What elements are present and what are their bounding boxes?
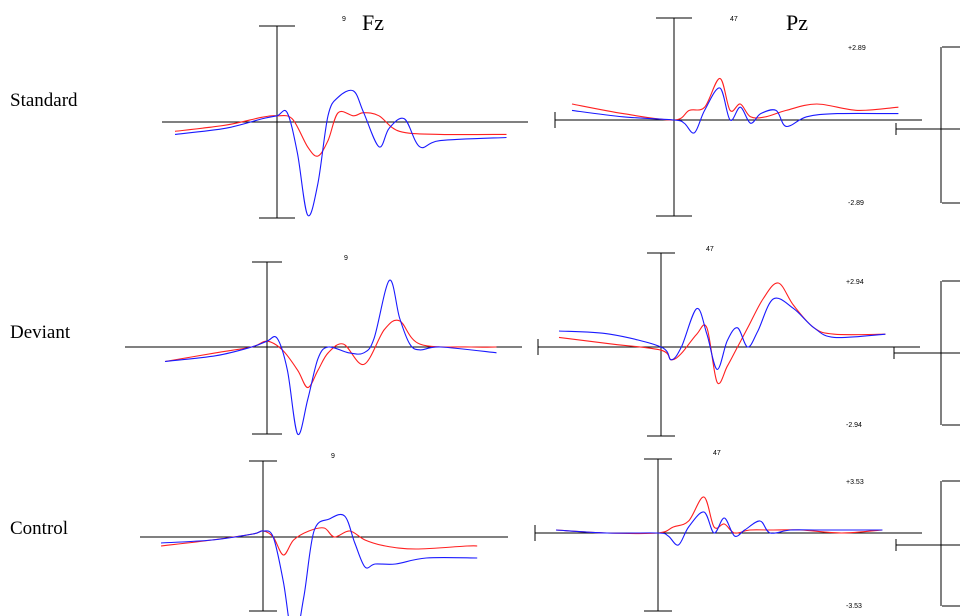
electrode-number: 9 xyxy=(342,16,346,23)
erp-panel-fz-standard: 9 xyxy=(162,16,528,219)
scale-label-negative: -3.53 xyxy=(846,603,862,610)
row-label-deviant: Deviant xyxy=(10,322,71,343)
scale-label-negative: -2.94 xyxy=(846,422,862,429)
waveform-blue xyxy=(555,511,883,546)
waveform-blue xyxy=(174,89,507,217)
column-label-pz: Pz xyxy=(786,10,808,35)
erp-panel-fz-deviant: 9 xyxy=(125,255,522,435)
waveform-red xyxy=(164,319,497,389)
electrode-number: 47 xyxy=(730,16,738,23)
electrode-number: 9 xyxy=(331,453,335,460)
waveform-blue xyxy=(164,279,497,435)
electrode-number: 47 xyxy=(706,246,714,253)
waveform-blue xyxy=(160,513,478,616)
row-label-control: Control xyxy=(10,518,68,539)
scale-label-positive: +2.94 xyxy=(846,279,864,286)
scale-label-negative: -2.89 xyxy=(848,200,864,207)
erp-panel-pz-deviant: +2.94 -2.94 47 xyxy=(537,246,960,437)
erp-panel-pz-standard: +2.89 -2.89 47 xyxy=(554,16,960,217)
scale-label-positive: +3.53 xyxy=(846,479,864,486)
electrode-number: 47 xyxy=(713,450,721,457)
waveform-red xyxy=(571,77,899,121)
waveform-red xyxy=(174,110,507,157)
scale-label-positive: +2.89 xyxy=(848,45,866,52)
row-label-standard: Standard xyxy=(10,90,78,111)
erp-panel-pz-control: +3.53 -3.53 47 xyxy=(534,450,960,612)
column-label-fz: Fz xyxy=(362,10,384,35)
waveform-blue xyxy=(558,297,886,370)
erp-panel-fz-control: 9 xyxy=(140,453,508,616)
waveform-red xyxy=(160,527,478,556)
waveform-red xyxy=(555,496,883,535)
waveform-red xyxy=(558,282,886,385)
electrode-number: 9 xyxy=(344,255,348,262)
waveform-blue xyxy=(571,87,899,134)
